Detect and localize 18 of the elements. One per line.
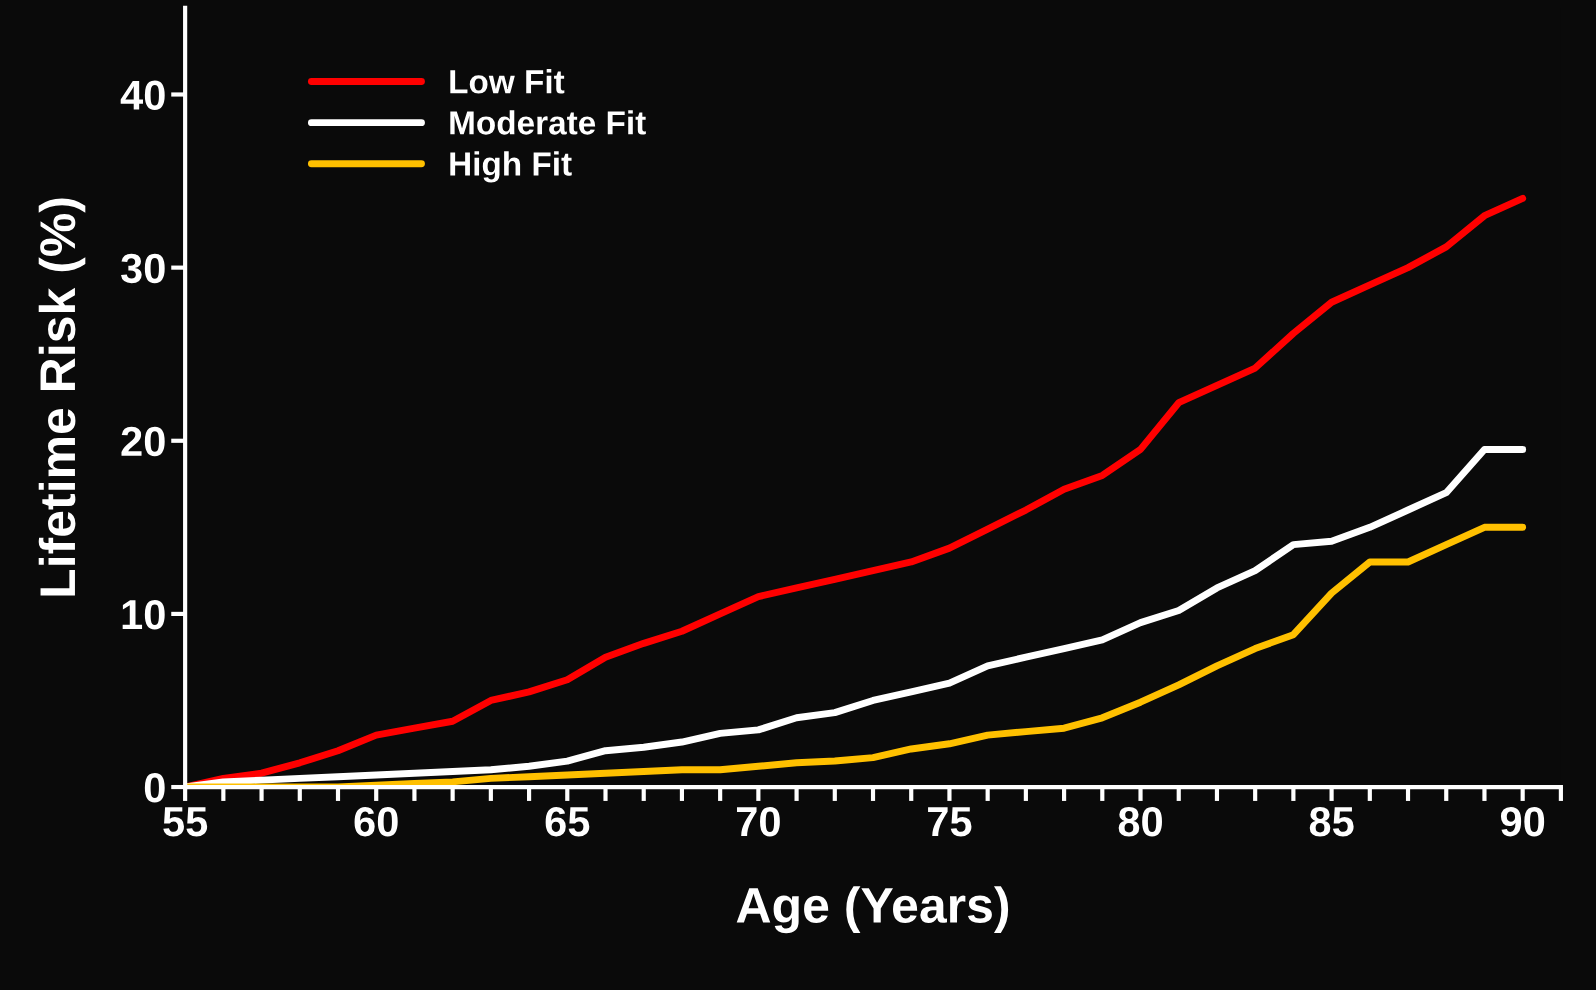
x-axis-title: Age (Years) xyxy=(736,886,1009,934)
x-tick-label: 65 xyxy=(545,806,590,837)
y-tick-label: 40 xyxy=(120,80,165,110)
y-tick-label: 20 xyxy=(121,426,165,457)
y-tick-label: 0 xyxy=(144,773,165,803)
x-tick-label: 80 xyxy=(1118,806,1162,837)
x-tick-label: 70 xyxy=(736,806,780,837)
x-tick-label: 90 xyxy=(1500,806,1545,837)
x-tick-label: 60 xyxy=(354,806,398,837)
x-tick-label: 85 xyxy=(1309,806,1354,837)
x-tick-label: 55 xyxy=(163,807,208,837)
y-tick-label: 30 xyxy=(121,253,165,284)
x-tick-label: 75 xyxy=(928,807,972,837)
y-axis-title: Lifetime Risk (%) xyxy=(38,198,86,596)
legend-label: Low Fit xyxy=(450,69,565,94)
legend-label: Moderate Fit xyxy=(450,110,646,135)
y-tick-label: 10 xyxy=(122,599,165,630)
legend-label: High Fit xyxy=(450,151,572,183)
